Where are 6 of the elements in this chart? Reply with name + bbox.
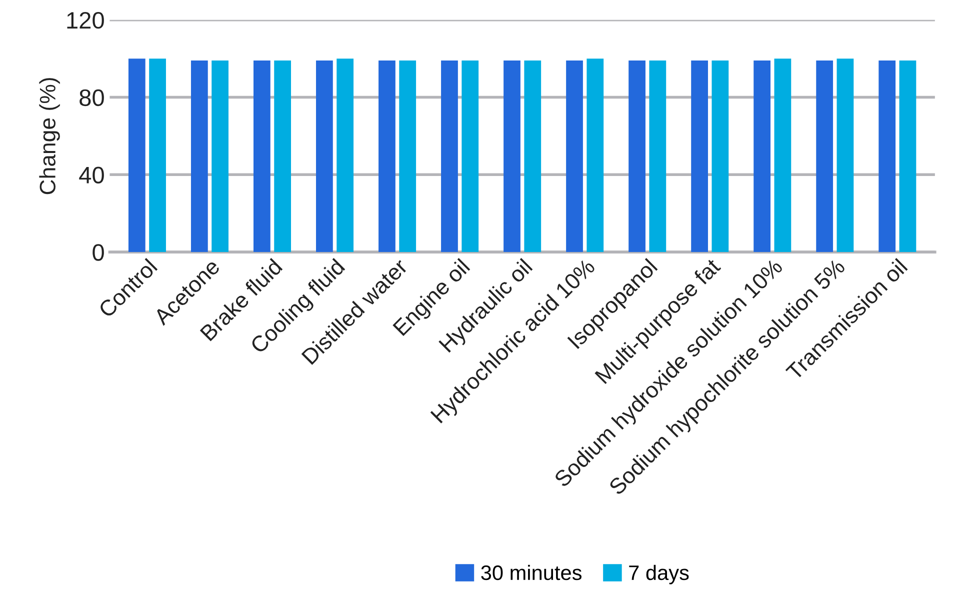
legend-label: 30 minutes [481, 564, 582, 580]
y-tick-label: 80 [80, 89, 104, 106]
y-tick-label: 40 [79, 166, 104, 184]
y-tick-label: 120 [67, 12, 104, 29]
legend-label: 7 days [629, 564, 689, 584]
y-axis-title: Change (%) [39, 78, 60, 194]
